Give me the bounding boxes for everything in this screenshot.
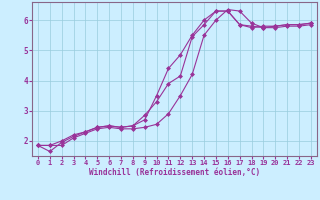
X-axis label: Windchill (Refroidissement éolien,°C): Windchill (Refroidissement éolien,°C)	[89, 168, 260, 177]
